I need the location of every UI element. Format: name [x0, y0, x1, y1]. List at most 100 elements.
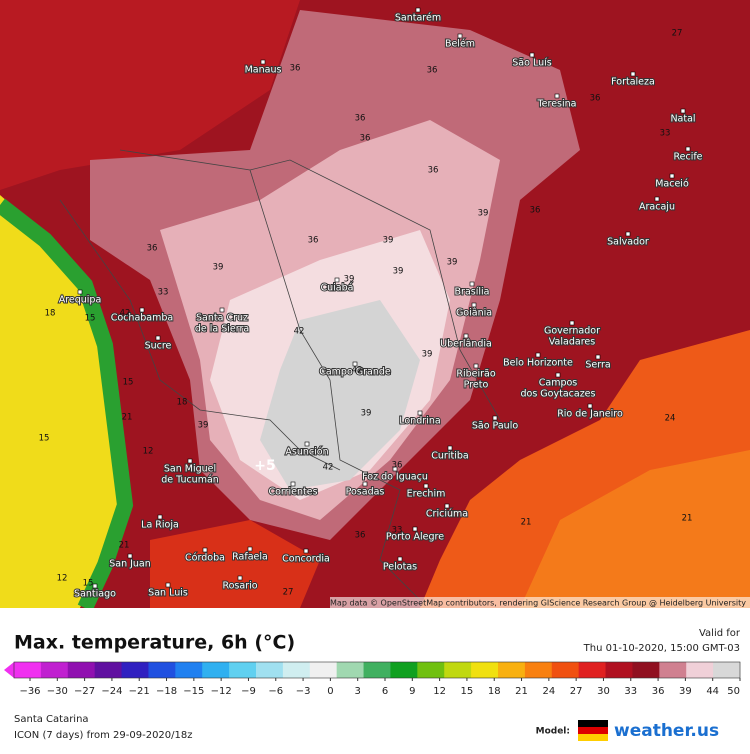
city-label: Cuiabá — [321, 283, 354, 294]
city-label: Foz do Iguaçu — [362, 472, 428, 483]
city-label: Arequipa — [59, 295, 102, 306]
colorbar-tick-label: 44 — [706, 686, 719, 697]
temperature-label: 12 — [57, 574, 68, 584]
colorbar-segment — [713, 662, 741, 678]
temperature-label: 18 — [45, 309, 56, 319]
flag-stripe — [578, 734, 608, 741]
colorbar-segment — [40, 662, 69, 678]
city-label: Serra — [585, 360, 610, 371]
temperature-label: 39 — [344, 275, 355, 285]
temperature-label: 21 — [521, 518, 532, 528]
colorbar-segment — [605, 662, 633, 678]
city-marker — [423, 483, 429, 489]
city-marker — [304, 441, 310, 447]
temperature-label: 21 — [122, 413, 133, 423]
city-label: Concordia — [282, 554, 330, 565]
city-label: Corrientes — [268, 487, 317, 498]
city-marker — [247, 546, 253, 552]
colorbar-tick-label: −9 — [241, 686, 256, 697]
city-label: de la Sierra — [195, 324, 249, 335]
colorbar-segment — [390, 662, 418, 678]
city-marker — [165, 582, 171, 588]
temperature-label: 12 — [143, 447, 154, 457]
colorbar-segment — [632, 662, 660, 678]
temperature-label: 36 — [308, 236, 319, 246]
colorbar-tick-label: −30 — [47, 686, 68, 697]
temperature-label: 36 — [360, 134, 371, 144]
city-label: Manaus — [245, 65, 282, 76]
city-label: La Rioja — [141, 520, 179, 531]
city-marker — [680, 108, 686, 114]
city-marker — [412, 526, 418, 532]
map-labels: Santarém Belém São Luís Fortaleza Manaus Tere… — [39, 7, 704, 601]
colorbar-tick-label: 15 — [461, 686, 474, 697]
city-label: Pelotas — [383, 562, 417, 573]
colorbar-segment — [524, 662, 553, 678]
colorbar-tick-label: −18 — [156, 686, 177, 697]
city-marker — [469, 281, 475, 287]
city-marker — [492, 415, 498, 421]
colorbar-tick-label: 18 — [488, 686, 501, 697]
attribution-bg — [330, 597, 750, 608]
city-label: Recife — [673, 152, 702, 163]
city-marker — [77, 289, 83, 295]
city-marker — [457, 33, 463, 39]
temperature-label: 21 — [682, 514, 693, 524]
colorbar-segment — [686, 662, 714, 678]
colorbar-tick-label: 33 — [624, 686, 637, 697]
colorbar-segment — [471, 662, 499, 678]
temperature-label: 39 — [447, 258, 458, 268]
colorbar-segment — [578, 662, 607, 678]
footer — [0, 608, 750, 750]
attribution: Map data © OpenStreetMap contributors, r… — [330, 599, 746, 608]
city-marker — [155, 335, 161, 341]
colorbar-segment — [659, 662, 687, 678]
city-label: Salvador — [607, 237, 649, 248]
temperature-label: 36 — [427, 66, 438, 76]
title: Max. temperature, 6h (°C) — [14, 632, 295, 654]
temperature-label: 36 — [530, 206, 541, 216]
valid-label: Valid for — [699, 628, 741, 639]
colorbar-tick-label: −12 — [211, 686, 232, 697]
model-run: ICON (7 days) from 29-09-2020/18z — [14, 730, 193, 741]
colorbar-segment — [202, 662, 230, 678]
city-marker — [139, 307, 145, 313]
temperature-label: 15 — [39, 434, 50, 444]
city-label: Rafaela — [232, 552, 268, 563]
city-label: Governador — [544, 326, 600, 337]
colorbar-segment — [67, 662, 96, 678]
city-label: Cochabamba — [111, 313, 173, 324]
temperature-label: 27 — [672, 29, 683, 39]
temperature-label: 36 — [147, 244, 158, 254]
city-label: Campo Grande — [319, 367, 391, 378]
city-marker — [260, 59, 266, 65]
temperature-label: 36 — [392, 461, 403, 471]
city-marker — [202, 547, 208, 553]
city-label: Santa Cruz — [196, 313, 248, 324]
colorbar-tick-label: 24 — [542, 686, 555, 697]
colorbar-tick-label: 9 — [409, 686, 415, 697]
city-marker — [625, 231, 631, 237]
colorbar-segment — [229, 662, 257, 678]
colorbar-segment — [444, 662, 472, 678]
temperature-label: 36 — [590, 94, 601, 104]
flag-stripe — [578, 720, 608, 727]
temperature-label: 33 — [392, 526, 403, 536]
city-marker — [352, 361, 358, 367]
city-label: Natal — [670, 114, 695, 125]
colorbar-segment — [121, 662, 149, 678]
city-marker — [303, 548, 309, 554]
city-label: Curitiba — [431, 451, 468, 462]
temperature-label: 42 — [294, 327, 305, 337]
temperature-label: 36 — [355, 114, 366, 124]
temperature-label: 39 — [422, 350, 433, 360]
temperature-label: 39 — [478, 209, 489, 219]
colorbar-tick-label: −27 — [74, 686, 95, 697]
city-marker — [417, 410, 423, 416]
temperature-label: 39 — [213, 263, 224, 273]
colorbar-segment — [94, 662, 123, 678]
north-region — [0, 0, 300, 190]
city-marker — [669, 173, 675, 179]
city-marker — [535, 352, 541, 358]
